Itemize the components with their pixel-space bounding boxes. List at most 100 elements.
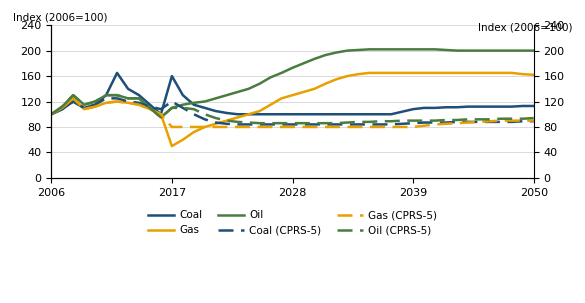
Gas (CPRS-5) [453, 121, 460, 125]
Oil [146, 106, 153, 110]
Coal (CPRS-5) [180, 106, 187, 110]
Gas (CPRS-5) [519, 119, 526, 122]
Oil [48, 112, 55, 116]
Oil [486, 49, 493, 52]
Oil [421, 48, 428, 51]
Oil [70, 93, 77, 97]
Coal (CPRS-5) [245, 123, 252, 126]
Coal [486, 105, 493, 108]
Gas [344, 74, 351, 78]
Gas [508, 71, 515, 75]
Coal [410, 107, 417, 111]
Line: Coal: Coal [51, 73, 534, 114]
Gas (CPRS-5) [355, 125, 362, 129]
Coal (CPRS-5) [442, 121, 449, 124]
Gas [377, 71, 384, 75]
Oil (CPRS-5) [476, 118, 483, 121]
Gas (CPRS-5) [212, 125, 219, 129]
Oil (CPRS-5) [355, 120, 362, 124]
Coal [212, 109, 219, 113]
Coal (CPRS-5) [234, 123, 241, 126]
Gas (CPRS-5) [497, 119, 504, 122]
Oil (CPRS-5) [497, 117, 504, 121]
Gas [421, 71, 428, 75]
Gas [388, 71, 395, 75]
Gas (CPRS-5) [442, 122, 449, 126]
Coal (CPRS-5) [322, 123, 329, 126]
Coal (CPRS-5) [388, 123, 395, 126]
Gas (CPRS-5) [464, 121, 472, 124]
Coal [267, 112, 274, 116]
Oil (CPRS-5) [388, 119, 395, 123]
Oil [432, 48, 439, 51]
Coal [388, 112, 395, 116]
Gas [464, 71, 472, 75]
Oil [519, 49, 526, 52]
Coal (CPRS-5) [410, 121, 417, 125]
Coal [322, 112, 329, 116]
Coal (CPRS-5) [201, 118, 208, 121]
Coal (CPRS-5) [81, 106, 88, 110]
Gas [190, 130, 197, 134]
Oil [102, 93, 109, 97]
Gas (CPRS-5) [377, 125, 384, 129]
Coal (CPRS-5) [212, 121, 219, 124]
Coal [333, 112, 340, 116]
Oil [212, 97, 219, 100]
Coal (CPRS-5) [190, 112, 197, 116]
Oil (CPRS-5) [223, 119, 230, 122]
Oil (CPRS-5) [81, 103, 88, 107]
Gas [442, 71, 449, 75]
Gas (CPRS-5) [289, 125, 296, 129]
Gas (CPRS-5) [48, 112, 55, 116]
Coal (CPRS-5) [267, 123, 274, 126]
Gas [256, 109, 263, 113]
Gas (CPRS-5) [245, 125, 252, 129]
Gas (CPRS-5) [102, 101, 109, 105]
Gas [201, 125, 208, 129]
Line: Gas: Gas [51, 73, 534, 146]
Gas [355, 72, 362, 76]
Oil [201, 100, 208, 103]
Coal [48, 112, 55, 116]
Oil (CPRS-5) [300, 121, 307, 125]
Oil (CPRS-5) [344, 121, 351, 124]
Line: Oil: Oil [51, 49, 534, 118]
Oil [508, 49, 515, 52]
Oil [267, 75, 274, 79]
Gas [267, 103, 274, 107]
Coal (CPRS-5) [289, 123, 296, 126]
Coal [530, 104, 537, 108]
Oil [125, 97, 132, 100]
Gas (CPRS-5) [201, 125, 208, 129]
Gas [223, 119, 230, 122]
Gas (CPRS-5) [234, 125, 241, 129]
Coal (CPRS-5) [58, 107, 66, 111]
Oil (CPRS-5) [92, 100, 99, 103]
Gas [136, 103, 143, 107]
Oil [180, 103, 187, 107]
Gas [113, 100, 121, 103]
Coal [81, 106, 88, 110]
Coal (CPRS-5) [497, 120, 504, 124]
Oil [234, 90, 241, 94]
Gas [410, 71, 417, 75]
Coal (CPRS-5) [157, 107, 164, 111]
Coal [519, 104, 526, 108]
Coal [311, 112, 318, 116]
Oil (CPRS-5) [530, 116, 537, 120]
Oil [92, 100, 99, 103]
Oil (CPRS-5) [267, 121, 274, 125]
Coal [113, 71, 121, 75]
Coal (CPRS-5) [530, 119, 537, 123]
Coal (CPRS-5) [48, 112, 55, 116]
Gas (CPRS-5) [278, 125, 285, 129]
Gas [486, 71, 493, 75]
Coal [256, 112, 263, 116]
Oil [388, 48, 395, 51]
Oil (CPRS-5) [464, 118, 472, 121]
Oil (CPRS-5) [102, 93, 109, 97]
Gas [92, 105, 99, 108]
Oil [453, 49, 460, 52]
Oil (CPRS-5) [201, 112, 208, 116]
